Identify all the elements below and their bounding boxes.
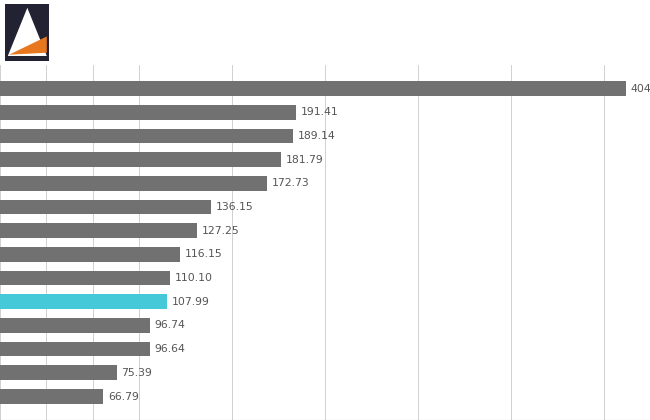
Polygon shape: [8, 8, 47, 56]
Text: 127.25: 127.25: [202, 226, 239, 236]
Bar: [0, 105, 296, 120]
Bar: [0, 342, 150, 357]
Bar: [0, 271, 170, 286]
FancyBboxPatch shape: [5, 4, 49, 61]
Text: 116.15: 116.15: [185, 249, 222, 260]
Text: 181.79: 181.79: [286, 155, 324, 165]
Text: 96.64: 96.64: [154, 344, 185, 354]
Text: 110.10: 110.10: [175, 273, 213, 283]
Text: 96.74: 96.74: [154, 320, 185, 331]
Bar: [0, 247, 180, 262]
Polygon shape: [9, 37, 47, 55]
Bar: [0, 294, 167, 309]
Text: Internal NAND - Sequential Read: Internal NAND - Sequential Read: [64, 21, 410, 40]
Bar: [0, 129, 292, 143]
Text: 404.39: 404.39: [630, 84, 650, 94]
Bar: [0, 200, 211, 214]
Bar: [0, 81, 626, 96]
Text: 189.14: 189.14: [297, 131, 335, 141]
Text: 172.73: 172.73: [272, 178, 309, 188]
Bar: [0, 365, 117, 380]
Bar: [0, 318, 150, 333]
Text: 136.15: 136.15: [215, 202, 253, 212]
Text: 256KB Sequential Reads in MB/s - Higher is Better: 256KB Sequential Reads in MB/s - Higher …: [64, 45, 337, 55]
Text: 107.99: 107.99: [172, 297, 210, 307]
Text: 75.39: 75.39: [122, 368, 152, 378]
Text: 66.79: 66.79: [108, 391, 139, 402]
Bar: [0, 176, 267, 191]
Text: 191.41: 191.41: [301, 107, 339, 117]
Bar: [0, 389, 103, 404]
Bar: [0, 223, 197, 238]
Bar: [0, 152, 281, 167]
